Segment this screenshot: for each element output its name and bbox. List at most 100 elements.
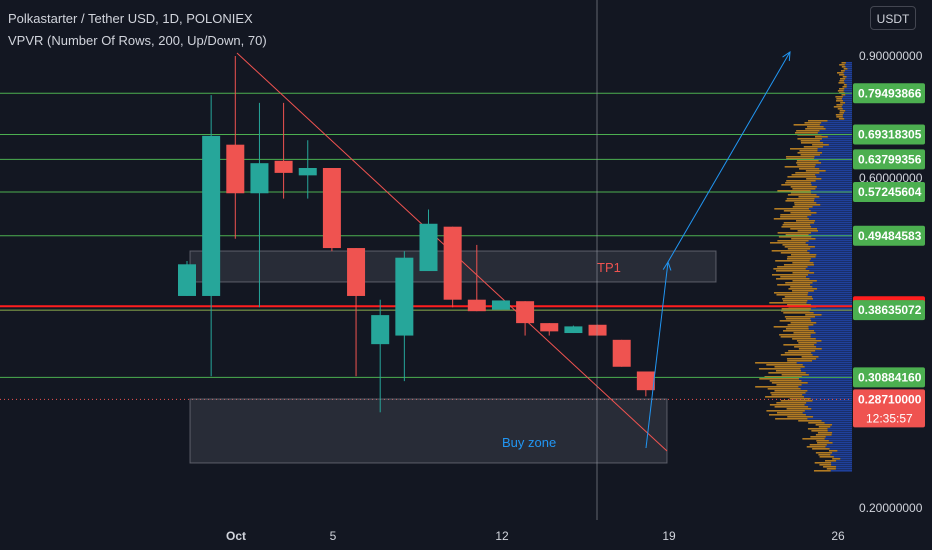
vp-row-down (776, 270, 810, 272)
vp-row-down (789, 398, 811, 400)
vp-row-up (808, 208, 852, 210)
vp-row-down (791, 238, 816, 240)
vp-row-up (812, 354, 852, 356)
vp-row-down (771, 274, 808, 276)
vp-row-up (821, 340, 852, 342)
vp-row-up (844, 88, 852, 90)
vp-row-up (842, 108, 852, 110)
vp-row-down (792, 280, 817, 282)
vp-row-up (807, 250, 852, 252)
candles (178, 56, 655, 413)
vp-row-up (804, 410, 852, 412)
vp-row-down (780, 216, 808, 218)
vp-row-up (813, 416, 852, 418)
vp-row-up (835, 468, 852, 470)
vp-row-down (815, 452, 833, 454)
vp-row-up (805, 372, 852, 374)
vp-row-up (843, 72, 852, 74)
vp-row-up (796, 362, 852, 364)
vp-row-down (785, 200, 815, 202)
vp-row-up (806, 402, 852, 404)
vp-row-up (808, 244, 852, 246)
vp-row-up (810, 248, 852, 250)
vp-row-down (780, 336, 811, 338)
vp-row-up (818, 230, 852, 232)
vp-row-down (785, 156, 815, 158)
vp-row-up (845, 66, 852, 68)
candle-body (564, 326, 583, 334)
vp-row-up (823, 126, 852, 128)
vp-row-up (829, 448, 852, 450)
vp-row-up (808, 374, 852, 376)
vp-row-up (822, 146, 852, 148)
vp-row-down (791, 174, 816, 176)
indicator-title[interactable]: VPVR (Number Of Rows, 200, Up/Down, 70) (8, 33, 267, 48)
vp-row-down (839, 80, 845, 82)
vp-row-up (807, 216, 852, 218)
price-tick-label: 0.90000000 (859, 49, 923, 63)
level-price-label: 0.38635072 (858, 303, 922, 317)
vp-row-up (816, 194, 852, 196)
vp-row-down (780, 214, 812, 216)
currency-button[interactable]: USDT (870, 6, 916, 30)
vp-row-up (814, 344, 852, 346)
vp-row-up (816, 342, 852, 344)
vp-row-down (779, 320, 812, 322)
vp-row-up (817, 150, 852, 152)
projection-arrow-2 (667, 51, 791, 263)
vp-row-down (797, 230, 819, 232)
vp-row-down (786, 180, 816, 182)
buy-zone-label: Buy zone (502, 435, 556, 450)
vp-row-down (780, 354, 813, 356)
price-tick-label: 0.60000000 (859, 171, 923, 185)
vp-row-down (768, 372, 806, 374)
vp-row-down (808, 120, 828, 122)
vp-row-up (798, 378, 852, 380)
vp-row-down (792, 272, 815, 274)
vp-row-down (769, 302, 807, 304)
vp-row-down (777, 284, 811, 286)
vp-row-down (800, 142, 824, 144)
vp-row-down (775, 370, 802, 372)
time-axis[interactable]: Oct 5 12 19 26 (0, 520, 852, 550)
vp-row-up (811, 192, 852, 194)
vp-row-down (805, 170, 826, 172)
vp-row-down (781, 308, 811, 310)
candle-body (274, 160, 293, 173)
vp-row-down (780, 252, 810, 254)
vp-row-up (827, 120, 852, 122)
vp-row-down (788, 288, 818, 290)
vp-row-down (800, 154, 821, 156)
vp-row-up (814, 198, 852, 200)
vp-row-up (810, 318, 852, 320)
vp-row-up (816, 346, 852, 348)
price-tick-label: 0.20000000 (859, 501, 923, 515)
candle-body (467, 299, 486, 312)
time-tick-label: Oct (226, 529, 246, 543)
vp-row-down (783, 344, 815, 346)
vp-row-down (842, 76, 847, 78)
symbol-title[interactable]: Polkastarter / Tether USD, 1D, POLONIEX (8, 11, 253, 26)
price-axis[interactable]: 0.90000000 0.60000000 0.20000000 0.79493866… (852, 0, 932, 550)
vp-row-up (816, 322, 852, 324)
vp-row-down (841, 66, 846, 68)
vp-row-up (810, 308, 852, 310)
vp-row-down (794, 346, 817, 348)
vp-row-up (809, 270, 852, 272)
vp-row-up (843, 100, 852, 102)
vp-row-down (817, 442, 833, 444)
vp-row-down (797, 164, 816, 166)
vp-row-down (797, 138, 822, 140)
vp-row-up (814, 264, 852, 266)
vp-row-up (807, 390, 852, 392)
vp-row-down (840, 102, 846, 104)
vp-row-down (803, 146, 823, 148)
vp-row-down (755, 362, 797, 364)
vp-row-up (810, 190, 852, 192)
vp-row-down (787, 176, 817, 178)
vp-row-down (819, 464, 832, 466)
level-price-label: 0.79493866 (858, 86, 922, 100)
vp-row-down (836, 104, 843, 106)
vp-row-down (776, 294, 808, 296)
